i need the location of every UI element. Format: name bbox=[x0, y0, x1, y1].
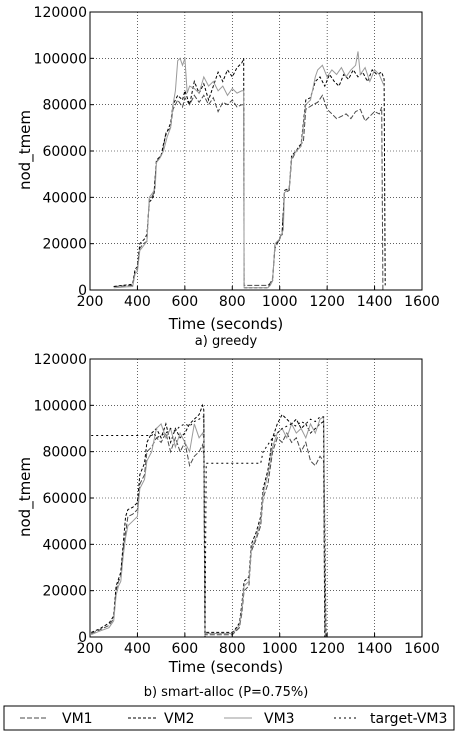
y-tick-label: 80000 bbox=[42, 445, 87, 461]
series-line-vm2-greedy bbox=[113, 58, 386, 289]
chart-smart-alloc: 200 400 600 800 1000 1200 1400 1600 0 20000 40000… bbox=[16, 352, 440, 700]
caption-smart-alloc: b) smart-alloc (P=0.75%) bbox=[144, 685, 309, 700]
y-tick-label: 40000 bbox=[42, 537, 87, 553]
caption-greedy: a) greedy bbox=[195, 334, 258, 349]
y-tick-label: 0 bbox=[78, 630, 87, 646]
x-tick-label: 1600 bbox=[404, 294, 440, 310]
y-ticks-greedy: 0 20000 40000 60000 80000 100000 120000 bbox=[34, 5, 94, 299]
y-tick-label: 60000 bbox=[42, 144, 87, 160]
legend-label-vm1: VM1 bbox=[62, 711, 93, 727]
legend-label-vm3: VM3 bbox=[264, 711, 295, 727]
legend-label-target-vm3: target-VM3 bbox=[370, 711, 447, 727]
series-smart-alloc bbox=[91, 403, 327, 638]
y-tick-label: 100000 bbox=[34, 398, 87, 414]
x-tick-label: 400 bbox=[124, 641, 151, 657]
y-tick-label: 20000 bbox=[42, 237, 87, 253]
y-tick-label: 0 bbox=[78, 283, 87, 299]
x-tick-label: 800 bbox=[219, 294, 246, 310]
legend-label-vm2: VM2 bbox=[164, 711, 195, 727]
legend: VM1 VM2 VM3 target-VM3 bbox=[3, 705, 455, 731]
x-tick-label: 200 bbox=[77, 641, 104, 657]
x-tick-label: 200 bbox=[77, 294, 104, 310]
x-ticks-smart-alloc: 200 400 600 800 1000 1200 1400 1600 bbox=[77, 633, 440, 657]
y-tick-label: 60000 bbox=[42, 491, 87, 507]
series-line-vm2-smart-alloc bbox=[91, 403, 327, 638]
y-tick-label: 80000 bbox=[42, 98, 87, 114]
series-line-vm3-smart-alloc bbox=[91, 415, 326, 638]
x-tick-label: 400 bbox=[124, 294, 151, 310]
x-tick-label: 1400 bbox=[357, 641, 393, 657]
x-tick-label: 1400 bbox=[357, 294, 393, 310]
x-tick-label: 1600 bbox=[404, 641, 440, 657]
x-tick-label: 1000 bbox=[262, 294, 298, 310]
series-line-vm1-smart-alloc bbox=[91, 431, 326, 638]
x-axis-label-smart-alloc: Time (seconds) bbox=[168, 658, 284, 676]
chart-greedy: 200 400 600 800 1000 1200 1400 1600 0 20000 40000… bbox=[16, 5, 440, 349]
x-tick-label: 1200 bbox=[309, 294, 345, 310]
x-tick-label: 600 bbox=[171, 641, 198, 657]
x-tick-label: 600 bbox=[171, 294, 198, 310]
y-tick-label: 40000 bbox=[42, 190, 87, 206]
grid-smart-alloc bbox=[90, 359, 422, 637]
x-axis-label-greedy: Time (seconds) bbox=[168, 315, 284, 333]
y-tick-label: 20000 bbox=[42, 584, 87, 600]
y-axis-label-greedy: nod_tmem bbox=[16, 110, 35, 190]
y-tick-label: 120000 bbox=[34, 352, 87, 368]
y-tick-label: 100000 bbox=[34, 51, 87, 67]
y-axis-label-smart-alloc: nod_tmem bbox=[16, 457, 35, 537]
x-tick-label: 1000 bbox=[262, 641, 298, 657]
x-tick-label: 1200 bbox=[309, 641, 345, 657]
series-line-vm1-greedy bbox=[113, 94, 384, 291]
grid-greedy bbox=[90, 12, 422, 290]
series-greedy bbox=[113, 51, 386, 291]
x-ticks-greedy: 200 400 600 800 1000 1200 1400 1600 bbox=[77, 286, 440, 310]
y-ticks-smart-alloc: 0 20000 40000 60000 80000 100000 120000 bbox=[34, 352, 94, 646]
y-tick-label: 120000 bbox=[34, 5, 87, 21]
series-line-vm3-greedy bbox=[113, 51, 385, 289]
x-tick-label: 800 bbox=[219, 641, 246, 657]
